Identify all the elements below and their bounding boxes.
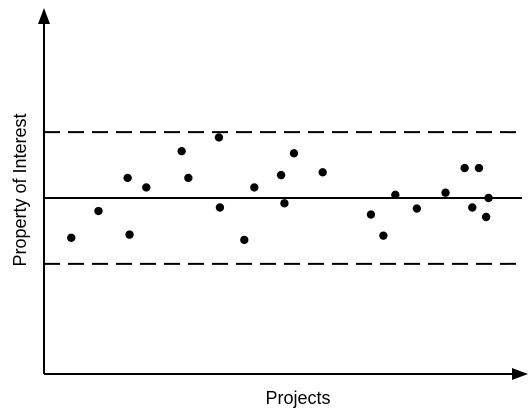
x-axis-arrowhead	[512, 368, 528, 380]
data-point-8	[214, 133, 224, 142]
y-axis-arrowhead	[38, 8, 50, 24]
y-axis-label: Property of Interest	[10, 113, 30, 266]
data-point-7	[184, 173, 193, 183]
data-point-14	[289, 149, 299, 158]
data-point-10	[240, 235, 249, 245]
data-point-19	[412, 204, 422, 213]
data-point-1	[67, 233, 76, 242]
data-point-9	[215, 203, 225, 212]
data-point-11	[250, 183, 259, 192]
data-point-15	[318, 168, 327, 177]
data-point-16	[366, 210, 376, 219]
data-point-2	[94, 206, 103, 216]
data-point-12	[276, 170, 286, 180]
x-axis-label: Projects	[265, 388, 330, 408]
data-point-4	[125, 230, 134, 239]
data-point-20	[441, 188, 450, 197]
data-point-23	[474, 163, 484, 173]
data-point-24	[481, 212, 491, 222]
data-point-25	[484, 193, 493, 203]
data-point-6	[177, 146, 186, 156]
axes	[38, 8, 528, 380]
data-point-3	[123, 173, 132, 183]
data-point-22	[468, 203, 477, 212]
data-point-13	[280, 199, 289, 208]
data-point-18	[391, 190, 400, 200]
data-point-5	[142, 183, 151, 192]
data-points	[67, 133, 493, 245]
data-point-17	[379, 231, 388, 240]
data-point-21	[460, 163, 469, 173]
reference-lines	[44, 131, 522, 265]
